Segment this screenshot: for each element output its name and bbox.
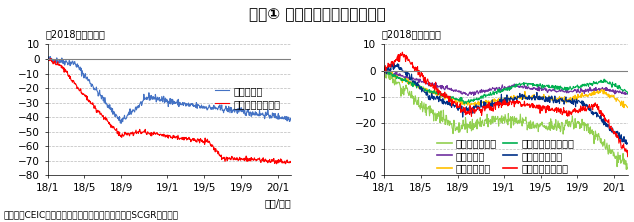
トルコリラ — [151, 97, 158, 99]
ロシアルーブル — [612, 133, 619, 136]
インドネシアルピア — [430, 90, 438, 93]
インドネシアルピア — [460, 102, 468, 105]
アルゼンチンペソ — [47, 57, 55, 60]
インドネシアルピア — [612, 84, 620, 87]
中国人民元 — [424, 83, 432, 85]
インドルピー — [424, 90, 432, 93]
Line: トルコリラ: トルコリラ — [48, 57, 291, 123]
インドルピー — [624, 106, 631, 109]
中国人民元 — [567, 90, 574, 93]
ブラジルレアル — [536, 125, 543, 128]
ブラジルレアル — [566, 122, 574, 125]
中国人民元 — [380, 69, 388, 72]
中国人民元 — [380, 69, 388, 72]
インドルピー — [380, 68, 388, 71]
アルゼンチンペソ — [287, 160, 295, 163]
ブラジルレアル — [486, 118, 494, 121]
ロシアルーブル — [566, 101, 574, 104]
中国人民元 — [430, 82, 438, 85]
インドルピー — [612, 97, 619, 100]
Line: インドルピー: インドルピー — [384, 69, 628, 108]
トルコリラ — [117, 122, 125, 125]
アルゼンチンペソ — [273, 163, 280, 165]
アルゼンチンペソ — [150, 131, 158, 133]
中国人民元 — [612, 91, 620, 93]
ブラジルレアル — [430, 112, 438, 115]
Text: （2018年初比％）: （2018年初比％） — [45, 29, 105, 39]
南アフリカランド — [430, 89, 438, 91]
中国人民元 — [470, 94, 477, 97]
インドネシアルピア — [624, 92, 631, 95]
Line: インドネシアルピア: インドネシアルピア — [384, 69, 628, 104]
南アフリカランド — [624, 155, 631, 158]
南アフリカランド — [612, 132, 619, 135]
ブラジルレアル — [380, 69, 388, 72]
ブラジルレアル — [624, 166, 631, 169]
インドルピー — [486, 101, 494, 103]
ロシアルーブル — [391, 62, 398, 65]
インドルピー — [536, 95, 543, 98]
中国人民元 — [624, 91, 631, 94]
南アフリカランド — [380, 69, 388, 72]
インドネシアルピア — [536, 82, 544, 85]
ロシアルーブル — [536, 95, 543, 97]
南アフリカランド — [399, 51, 406, 54]
トルコリラ — [94, 95, 102, 97]
インドネシアルピア — [487, 92, 495, 95]
トルコリラ — [87, 85, 95, 88]
Legend: トルコリラ, アルゼンチンペソ: トルコリラ, アルゼンチンペソ — [210, 82, 284, 113]
ブラジルレアル — [380, 65, 388, 68]
Text: 図表① 各国の為替レートの変化: 図表① 各国の為替レートの変化 — [249, 7, 385, 22]
インドネシアルピア — [424, 92, 432, 94]
インドネシアルピア — [380, 68, 388, 71]
Line: 南アフリカランド: 南アフリカランド — [384, 52, 628, 157]
Text: （2018年初比％）: （2018年初比％） — [382, 29, 441, 39]
トルコリラ — [287, 119, 295, 121]
南アフリカランド — [536, 104, 543, 107]
インドルピー — [620, 106, 628, 109]
Line: ロシアルーブル: ロシアルーブル — [384, 63, 628, 144]
中国人民元 — [536, 87, 544, 90]
インドルピー — [380, 69, 388, 72]
ロシアルーブル — [430, 96, 438, 99]
Legend: ブラジルレアル, 中国人民元, インドルピー, インドネシアルピア, ロシアルーブル, 南アフリカランド: ブラジルレアル, 中国人民元, インドルピー, インドネシアルピア, ロシアルー… — [434, 135, 578, 177]
Text: （出所：CEICより住友商事グローバルリサーチ（SCGR）作成）: （出所：CEICより住友商事グローバルリサーチ（SCGR）作成） — [3, 211, 178, 220]
アルゼンチンペソ — [44, 58, 51, 60]
トルコリラ — [44, 58, 51, 60]
南アフリカランド — [486, 105, 494, 108]
ロシアルーブル — [623, 143, 631, 146]
ブラジルレアル — [623, 168, 630, 171]
ロシアルーブル — [486, 106, 494, 109]
アルゼンチンペソ — [276, 161, 283, 164]
ロシアルーブル — [624, 142, 631, 144]
アルゼンチンペソ — [200, 141, 207, 144]
南アフリカランド — [424, 78, 432, 80]
インドルピー — [430, 92, 438, 94]
トルコリラ — [276, 117, 283, 119]
南アフリカランド — [566, 111, 574, 113]
インドルピー — [566, 99, 574, 101]
中国人民元 — [487, 89, 495, 92]
Line: ブラジルレアル: ブラジルレアル — [384, 67, 628, 169]
トルコリラ — [45, 55, 53, 58]
トルコリラ — [200, 107, 207, 109]
インドネシアルピア — [567, 86, 574, 89]
ブラジルレアル — [612, 155, 619, 158]
Line: 中国人民元: 中国人民元 — [384, 70, 628, 95]
ロシアルーブル — [380, 69, 388, 72]
アルゼンチンペソ — [230, 158, 238, 161]
アルゼンチンペソ — [94, 110, 102, 112]
ロシアルーブル — [424, 93, 432, 95]
ブラジルレアル — [424, 107, 432, 110]
トルコリラ — [230, 108, 238, 111]
Line: アルゼンチンペソ: アルゼンチンペソ — [48, 58, 291, 164]
Text: （年/月）: （年/月） — [264, 198, 291, 208]
インドネシアルピア — [380, 69, 388, 72]
アルゼンチンペソ — [87, 102, 95, 105]
